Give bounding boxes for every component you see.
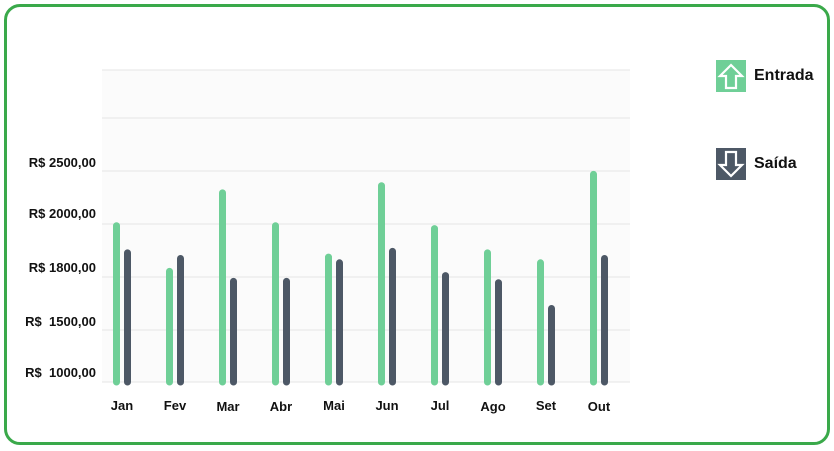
y-tick-label: R$ 2000,00 xyxy=(29,206,96,221)
y-tick-label: R$ 1500,00 xyxy=(25,314,96,329)
legend-item-saida: Saída xyxy=(716,148,797,180)
y-tick-label: R$ 1000,00 xyxy=(25,365,96,380)
y-axis-ticks: R$ 2500,00 R$ 2000,00 R$ 1800,00 R$ 1500,00… xyxy=(25,155,96,380)
arrow-up-icon xyxy=(716,60,746,92)
legend-item-entrada: Entrada xyxy=(716,60,814,92)
x-tick-label: Fev xyxy=(164,398,187,413)
arrow-down-icon xyxy=(716,148,746,180)
y-tick-label: R$ 1800,00 xyxy=(29,260,96,275)
x-tick-label: Abr xyxy=(270,399,292,414)
legend-label-saida: Saída xyxy=(754,155,797,172)
x-tick-label: Set xyxy=(536,398,557,413)
x-tick-label: Mai xyxy=(323,398,345,413)
x-tick-label: Jul xyxy=(431,398,450,413)
x-tick-label: Ago xyxy=(480,399,505,414)
x-axis-ticks: Jan Fev Mar Abr Mai Jun Jul Ago Set Out xyxy=(111,398,611,414)
x-tick-label: Mar xyxy=(216,399,239,414)
x-tick-label: Out xyxy=(588,399,611,414)
y-tick-label: R$ 2500,00 xyxy=(29,155,96,170)
x-tick-label: Jan xyxy=(111,398,133,413)
x-tick-label: Jun xyxy=(375,398,398,413)
legend-label-entrada: Entrada xyxy=(754,67,814,84)
bars xyxy=(113,170,608,386)
